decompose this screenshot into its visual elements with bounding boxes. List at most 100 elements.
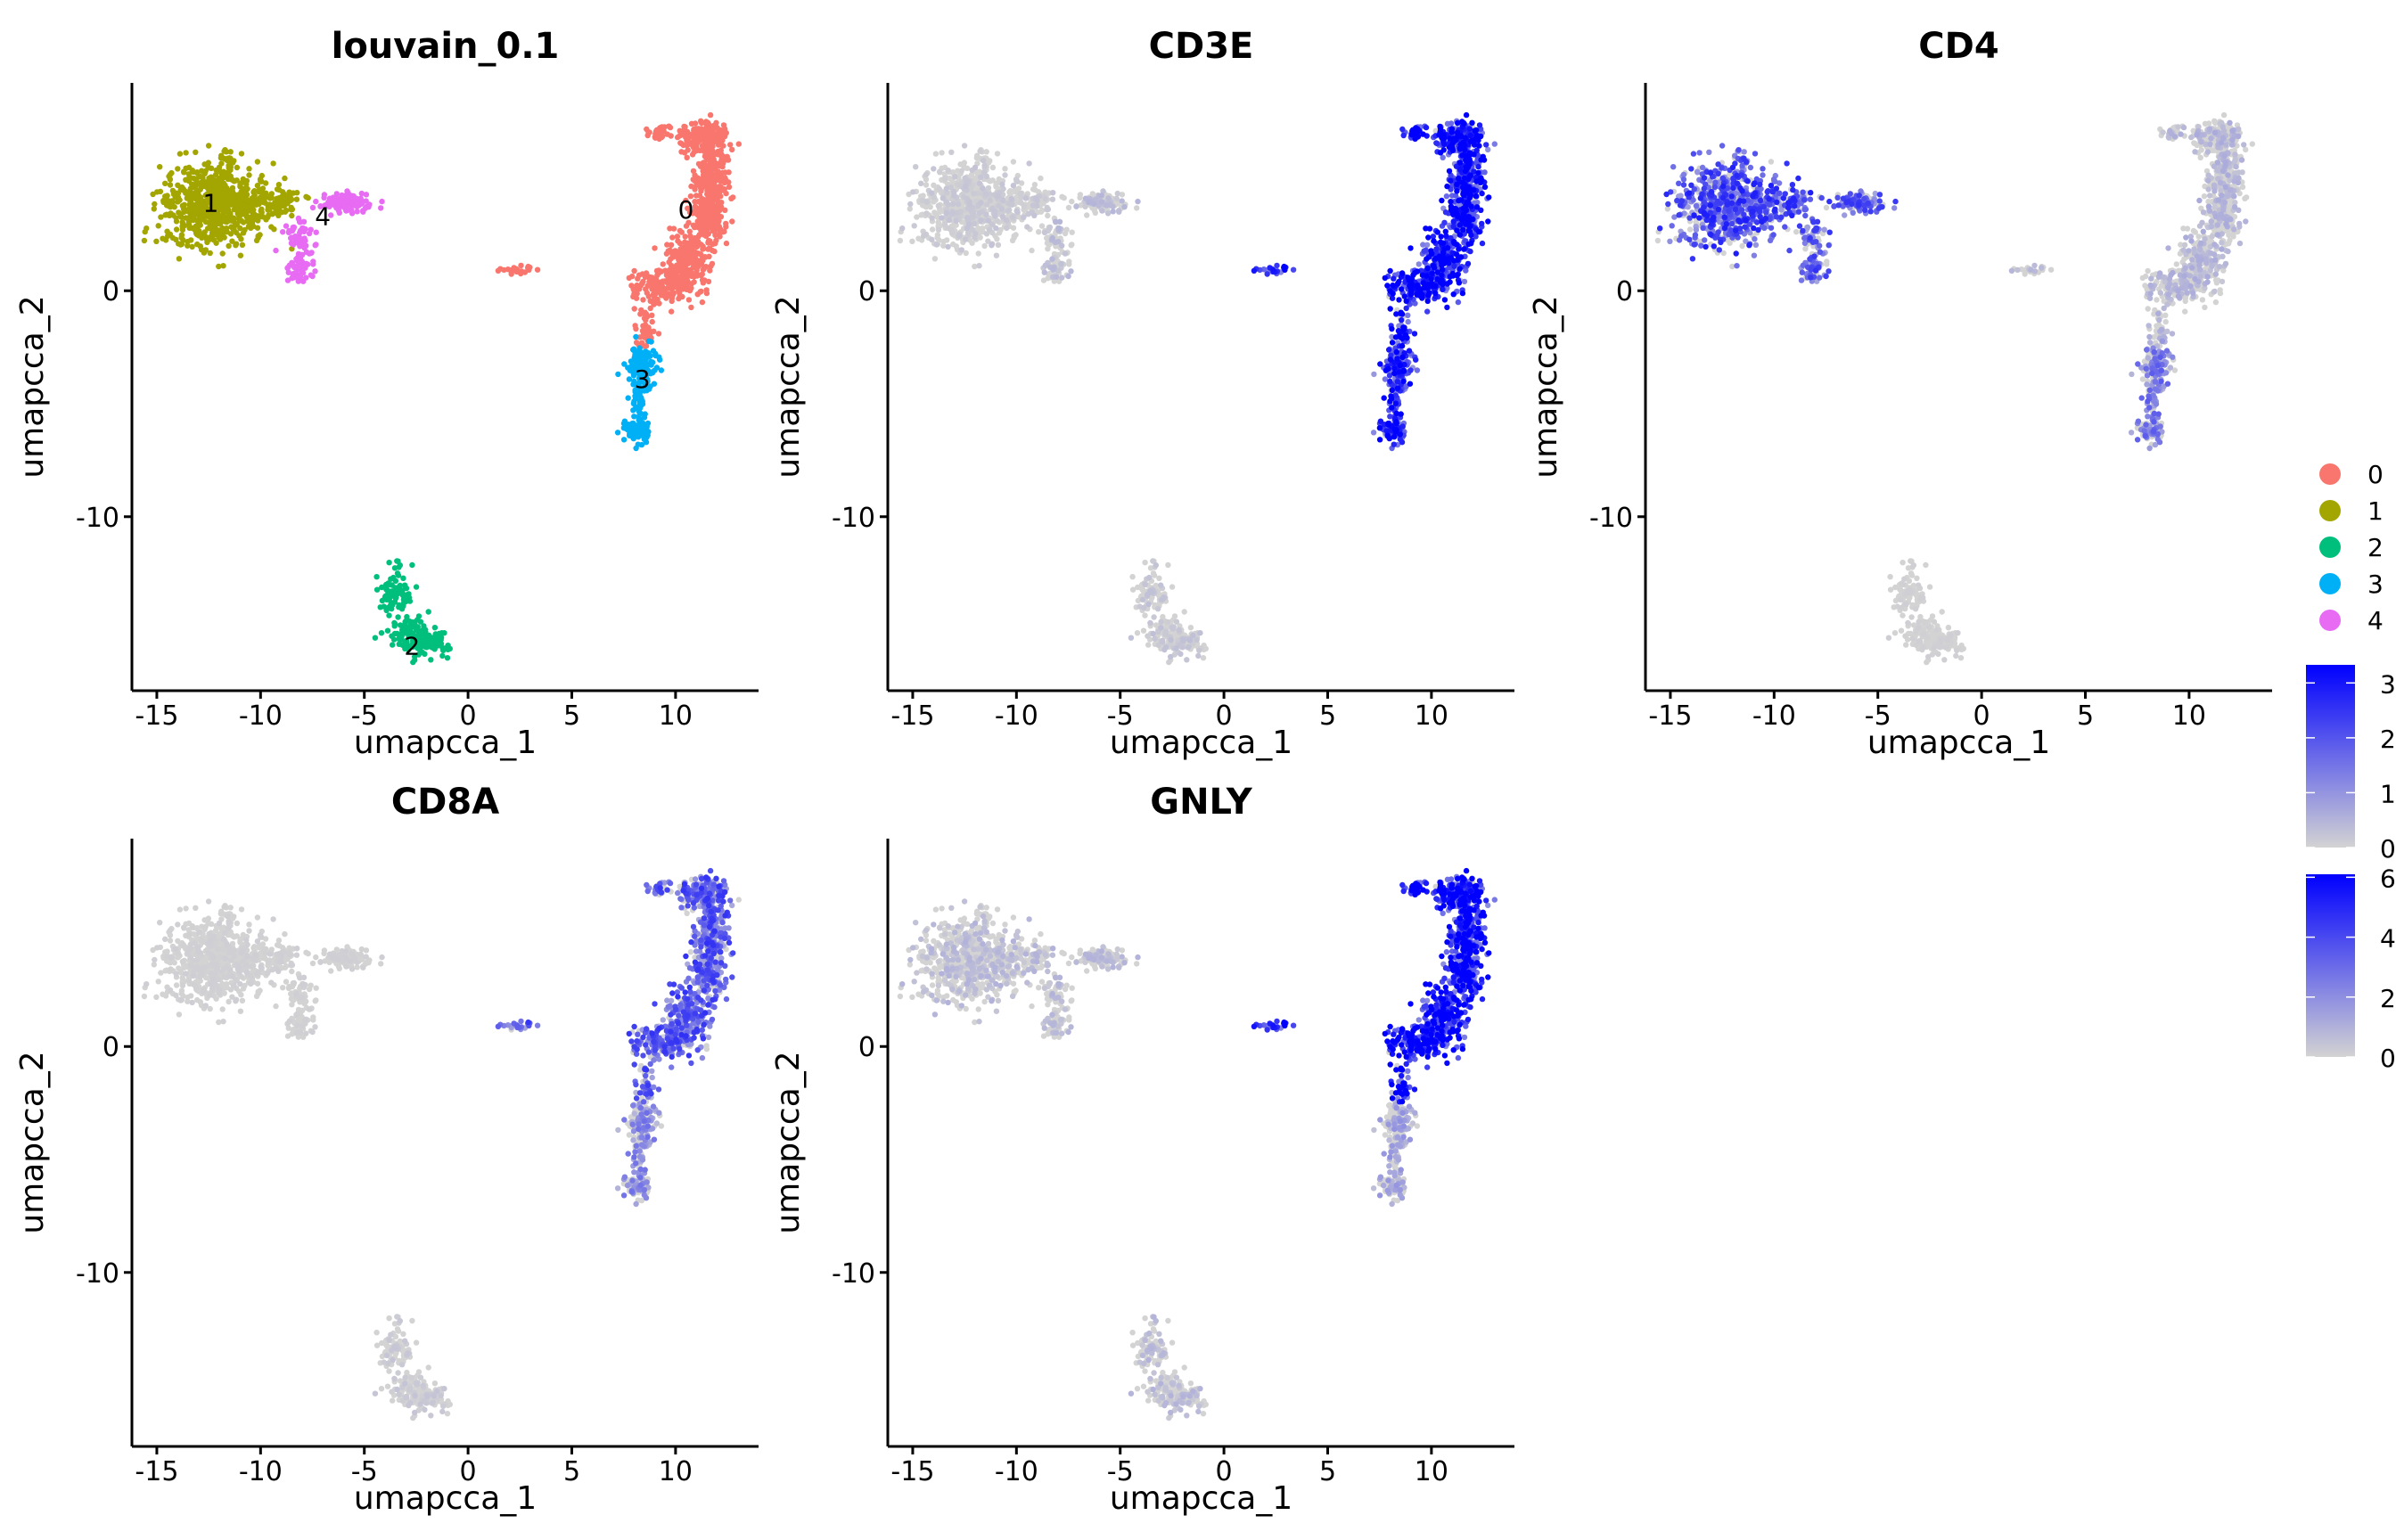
cell-point bbox=[358, 201, 365, 207]
cell-point bbox=[389, 605, 395, 612]
cell-point bbox=[639, 271, 645, 277]
cell-point bbox=[1394, 356, 1400, 362]
cell-point bbox=[179, 202, 185, 209]
cell-point bbox=[518, 268, 525, 274]
cell-point bbox=[688, 285, 694, 291]
cell-point bbox=[655, 267, 662, 274]
cell-point bbox=[1025, 211, 1031, 217]
cell-point bbox=[1439, 197, 1445, 204]
cell-point bbox=[634, 291, 640, 297]
cell-point bbox=[1114, 190, 1121, 197]
cell-point bbox=[633, 430, 639, 436]
cell-point bbox=[943, 185, 950, 192]
cell-point bbox=[1475, 169, 1481, 176]
cell-point bbox=[1062, 250, 1069, 257]
cell-point bbox=[211, 225, 217, 232]
cell-point bbox=[202, 218, 209, 225]
cell-point bbox=[193, 201, 201, 208]
cell-point bbox=[1439, 272, 1445, 278]
cell-point bbox=[243, 192, 250, 198]
cell-point bbox=[1158, 582, 1164, 588]
cell-point bbox=[245, 204, 251, 211]
cell-point bbox=[721, 177, 727, 184]
cell-point bbox=[1467, 248, 1473, 255]
cell-point bbox=[265, 207, 271, 213]
cell-point bbox=[981, 242, 988, 250]
cell-point bbox=[400, 575, 406, 581]
cell-point bbox=[1425, 292, 1432, 299]
cell-point bbox=[1413, 356, 1419, 363]
cell-point bbox=[398, 606, 406, 612]
cell-point bbox=[223, 198, 230, 204]
cell-point bbox=[687, 193, 694, 200]
cell-point bbox=[688, 120, 695, 127]
cell-point bbox=[711, 132, 718, 139]
cell-point bbox=[303, 242, 309, 249]
cell-point bbox=[642, 330, 648, 336]
cell-point bbox=[707, 164, 713, 171]
cell-point bbox=[971, 220, 978, 227]
cell-point bbox=[948, 149, 955, 155]
cell-point bbox=[918, 212, 924, 218]
cell-point bbox=[686, 259, 693, 266]
cell-point bbox=[242, 226, 248, 233]
cell-point bbox=[1141, 604, 1147, 611]
cell-point bbox=[975, 250, 981, 257]
cell-point bbox=[993, 252, 1000, 258]
cell-point bbox=[964, 215, 971, 221]
cell-point bbox=[690, 176, 696, 183]
cell-point bbox=[1438, 233, 1444, 240]
cell-point bbox=[1022, 195, 1030, 201]
cell-point bbox=[709, 193, 715, 200]
cell-point bbox=[706, 181, 712, 187]
cell-point bbox=[964, 225, 971, 232]
cell-point bbox=[718, 154, 725, 160]
cell-point bbox=[394, 558, 400, 564]
cell-point bbox=[1002, 172, 1008, 178]
cell-point bbox=[631, 306, 637, 312]
cell-point bbox=[238, 236, 244, 242]
cell-point bbox=[1441, 141, 1448, 148]
cell-point bbox=[1465, 162, 1471, 169]
cell-point bbox=[245, 218, 251, 225]
cell-point bbox=[637, 416, 644, 422]
cell-point bbox=[1134, 630, 1141, 636]
cell-point bbox=[640, 297, 646, 303]
cell-point bbox=[989, 242, 995, 249]
cell-point bbox=[1049, 196, 1056, 202]
cell-point bbox=[302, 225, 308, 233]
cell-point bbox=[1169, 584, 1176, 590]
cell-point bbox=[667, 267, 674, 274]
cell-point bbox=[188, 195, 195, 201]
cell-point bbox=[688, 304, 694, 311]
cell-point bbox=[1429, 270, 1436, 276]
cell-point bbox=[1041, 229, 1048, 236]
cell-point bbox=[669, 234, 676, 241]
cell-point bbox=[929, 215, 935, 221]
cell-point bbox=[1433, 140, 1440, 146]
cell-point bbox=[1463, 111, 1470, 119]
cell-point bbox=[683, 197, 689, 204]
cell-point bbox=[1177, 651, 1184, 657]
cell-point bbox=[949, 201, 956, 208]
cell-point bbox=[1473, 204, 1481, 210]
cell-point bbox=[1180, 637, 1186, 644]
cell-point bbox=[181, 169, 187, 176]
cell-point bbox=[169, 187, 176, 194]
cell-point bbox=[237, 225, 243, 232]
cell-point bbox=[233, 222, 239, 228]
scatter-points bbox=[897, 111, 1498, 666]
cell-point bbox=[1150, 630, 1156, 637]
cell-point bbox=[1169, 626, 1177, 632]
cell-point bbox=[713, 223, 720, 229]
cell-point bbox=[999, 181, 1005, 188]
cell-point bbox=[718, 200, 725, 206]
cell-point bbox=[226, 189, 233, 195]
cell-point bbox=[1164, 618, 1171, 626]
cell-point bbox=[681, 259, 688, 266]
cell-point bbox=[705, 120, 711, 127]
cell-point bbox=[278, 198, 284, 204]
cell-point bbox=[652, 276, 658, 283]
cell-point bbox=[1454, 188, 1460, 194]
cell-point bbox=[1399, 316, 1405, 324]
